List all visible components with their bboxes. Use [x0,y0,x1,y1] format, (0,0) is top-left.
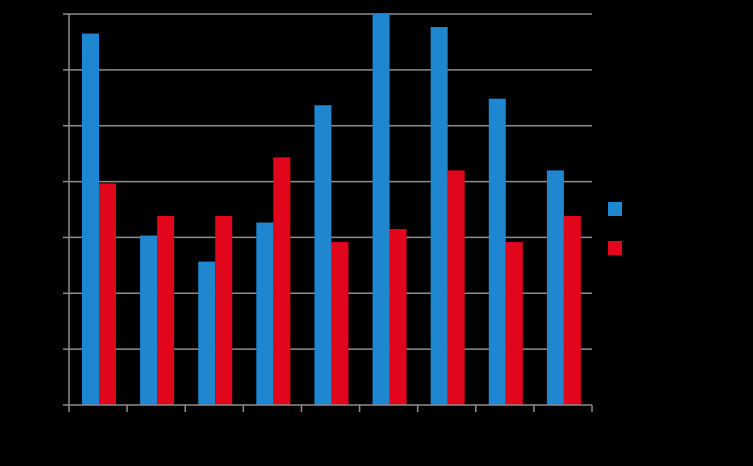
bar-series1-8 [488,98,506,405]
bar-series1-3 [198,261,216,405]
bar-series1-9 [546,170,564,405]
bar-series2-6 [389,229,407,405]
bar-series1-4 [256,222,274,405]
bar-series1-5 [314,105,332,405]
bar-series2-3 [215,216,233,405]
bar-series2-7 [447,170,465,405]
legend-swatch-series2 [608,241,622,255]
bar-series1-6 [372,14,390,405]
bar-series2-5 [331,242,349,405]
bar-series2-2 [157,216,175,405]
bars [82,14,581,406]
bar-series2-8 [505,242,523,405]
bar-series1-7 [430,27,448,406]
bar-series1-2 [140,235,158,405]
bar-series1-1 [82,33,99,406]
bar-series2-9 [563,216,581,405]
axes [63,13,593,412]
legend-swatch-series1 [608,202,622,216]
bar-series2-4 [273,157,291,405]
legend [608,202,622,255]
bar-series2-1 [99,183,116,405]
